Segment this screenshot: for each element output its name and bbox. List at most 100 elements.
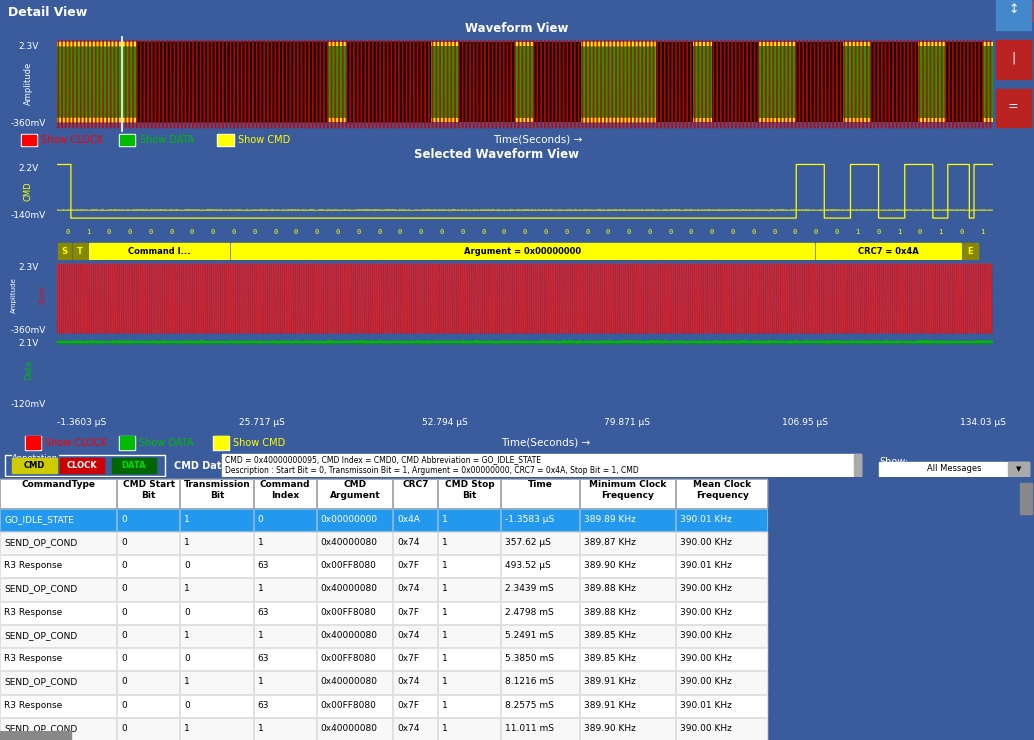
Bar bbox=[180, 671, 252, 693]
Bar bbox=[117, 508, 179, 531]
Text: 0: 0 bbox=[121, 677, 127, 687]
Text: R3 Response: R3 Response bbox=[4, 654, 62, 663]
Bar bbox=[676, 602, 767, 624]
Text: 0: 0 bbox=[257, 514, 264, 524]
Text: 1: 1 bbox=[184, 538, 190, 547]
Text: 0x74: 0x74 bbox=[397, 677, 420, 687]
Bar bbox=[117, 695, 179, 717]
Text: 0: 0 bbox=[121, 654, 127, 663]
Bar bbox=[180, 648, 252, 670]
Bar bbox=[438, 625, 500, 647]
Text: -120mV: -120mV bbox=[10, 400, 47, 409]
Text: 0: 0 bbox=[481, 229, 485, 235]
Bar bbox=[1010, 1, 1033, 21]
Text: 0: 0 bbox=[731, 229, 735, 235]
Text: CommandType: CommandType bbox=[22, 480, 95, 489]
Text: 1: 1 bbox=[184, 724, 190, 733]
Bar bbox=[393, 508, 437, 531]
Bar bbox=[253, 671, 315, 693]
Bar bbox=[253, 578, 315, 600]
Text: 52.794 μS: 52.794 μS bbox=[422, 419, 467, 428]
Bar bbox=[676, 578, 767, 600]
Bar bbox=[676, 508, 767, 531]
Text: 1: 1 bbox=[980, 229, 984, 235]
Text: 0: 0 bbox=[627, 229, 631, 235]
Text: 0: 0 bbox=[460, 229, 464, 235]
Text: 0: 0 bbox=[184, 701, 190, 710]
Bar bbox=[579, 578, 675, 600]
Bar bbox=[579, 671, 675, 693]
Bar bbox=[60, 458, 104, 473]
Bar bbox=[0, 532, 116, 554]
Bar bbox=[253, 648, 315, 670]
Text: Bit: Bit bbox=[210, 491, 224, 500]
Text: Description : Start Bit = 0, Transmissoin Bit = 1, Argument = 0x00000000, CRC7 =: Description : Start Bit = 0, Transmissoi… bbox=[225, 466, 639, 475]
Bar bbox=[501, 578, 578, 600]
Text: R3 Response: R3 Response bbox=[4, 701, 62, 710]
Bar bbox=[0, 731, 71, 740]
Text: Command I...: Command I... bbox=[127, 246, 190, 256]
Text: 0: 0 bbox=[772, 229, 777, 235]
Text: 389.90 KHz: 389.90 KHz bbox=[583, 561, 636, 570]
Text: 493.52 μS: 493.52 μS bbox=[506, 561, 551, 570]
Text: 0: 0 bbox=[294, 229, 298, 235]
Bar bbox=[180, 532, 252, 554]
Bar bbox=[0, 671, 116, 693]
Text: Clock: Clock bbox=[39, 286, 45, 304]
Bar bbox=[253, 648, 315, 670]
Bar bbox=[501, 532, 578, 554]
Bar bbox=[253, 671, 315, 693]
Bar bbox=[438, 479, 500, 508]
Bar bbox=[393, 695, 437, 717]
Text: -140mV: -140mV bbox=[10, 211, 47, 221]
Bar bbox=[180, 508, 252, 531]
Bar bbox=[579, 532, 675, 554]
Bar bbox=[180, 625, 252, 647]
Bar bbox=[579, 578, 675, 600]
Text: 389.85 KHz: 389.85 KHz bbox=[583, 654, 636, 663]
Bar bbox=[996, 89, 1031, 127]
Bar bbox=[996, 0, 1031, 30]
Text: 0: 0 bbox=[184, 654, 190, 663]
Bar bbox=[393, 555, 437, 577]
Bar bbox=[180, 648, 252, 670]
Bar bbox=[253, 508, 315, 531]
Bar bbox=[676, 479, 767, 508]
Text: T: T bbox=[77, 246, 83, 256]
Bar bbox=[117, 508, 179, 531]
Bar bbox=[117, 648, 179, 670]
Text: 1: 1 bbox=[184, 585, 190, 593]
Text: Show CMD: Show CMD bbox=[238, 135, 291, 145]
Bar bbox=[393, 602, 437, 624]
Bar bbox=[676, 671, 767, 693]
Text: 0: 0 bbox=[65, 229, 69, 235]
Bar bbox=[676, 625, 767, 647]
Bar bbox=[316, 718, 392, 740]
Text: 0: 0 bbox=[501, 229, 506, 235]
Text: 0: 0 bbox=[335, 229, 340, 235]
Bar bbox=[253, 718, 315, 740]
Bar bbox=[316, 479, 392, 508]
Text: 63: 63 bbox=[257, 608, 269, 616]
Bar bbox=[438, 625, 500, 647]
Bar bbox=[393, 479, 437, 508]
Text: 1: 1 bbox=[442, 514, 448, 524]
Text: 0: 0 bbox=[793, 229, 797, 235]
Bar bbox=[579, 532, 675, 554]
Bar bbox=[676, 718, 767, 740]
Text: 0x00FF8080: 0x00FF8080 bbox=[321, 561, 376, 570]
Bar bbox=[117, 578, 179, 600]
Text: 0: 0 bbox=[377, 229, 382, 235]
Bar bbox=[117, 532, 179, 554]
Text: 11.011 mS: 11.011 mS bbox=[506, 724, 554, 733]
Bar bbox=[501, 508, 578, 531]
Text: Time(Seconds) →: Time(Seconds) → bbox=[501, 438, 590, 448]
Text: SEND_OP_COND: SEND_OP_COND bbox=[4, 724, 78, 733]
Text: x: x bbox=[1018, 6, 1025, 16]
Bar bbox=[854, 454, 861, 477]
Bar bbox=[393, 479, 437, 508]
Text: 1: 1 bbox=[442, 561, 448, 570]
Bar bbox=[579, 508, 675, 531]
Text: SEND_OP_COND: SEND_OP_COND bbox=[4, 585, 78, 593]
Text: 0: 0 bbox=[398, 229, 402, 235]
